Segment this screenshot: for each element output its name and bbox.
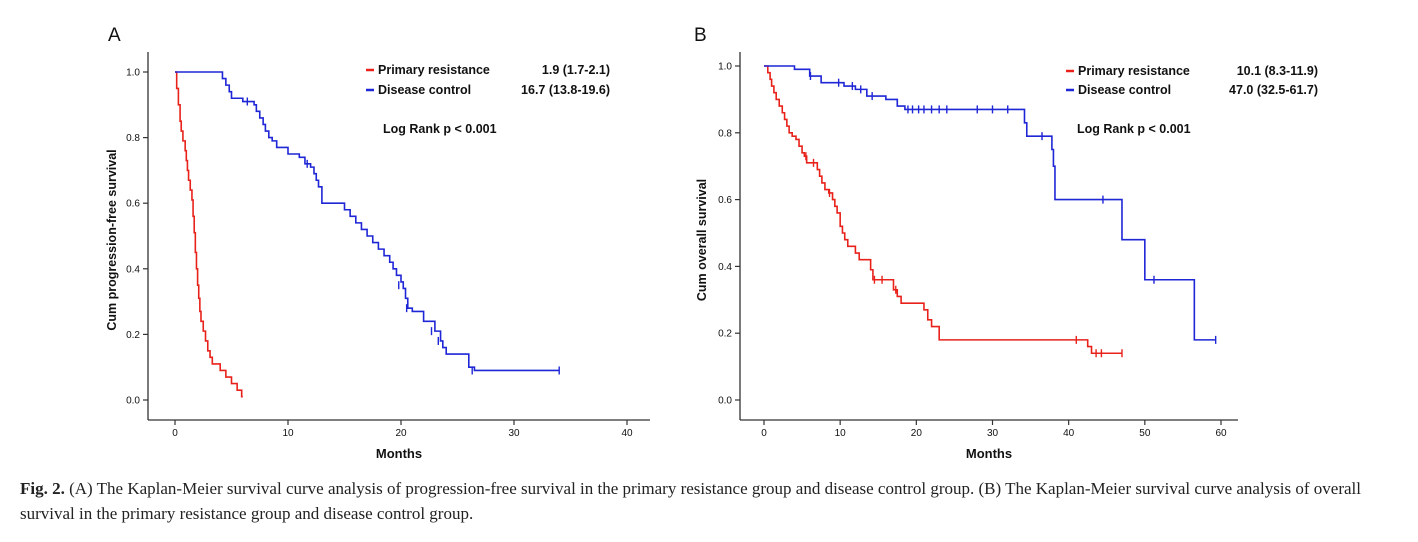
x-tick-label: 30 xyxy=(508,428,520,439)
y-tick-label: 0.4 xyxy=(718,262,732,273)
x-axis-title: Months xyxy=(376,446,422,461)
panel-label: B xyxy=(694,25,707,46)
y-tick-label: 0.2 xyxy=(126,330,140,341)
series-line-primary-resistance xyxy=(175,71,243,398)
legend-label: Primary resistance xyxy=(1078,64,1190,78)
x-tick-label: 30 xyxy=(987,428,999,439)
y-axis-title: Cum overall survival xyxy=(695,179,709,301)
caption-text: (A) The Kaplan-Meier survival curve anal… xyxy=(20,479,1362,523)
chart-panel-a: A 0.0 0.2 0.4 0.6 0.8 1.0 0 10 20 30 40 Months Cum pr… xyxy=(105,25,650,461)
y-tick-label: 0.8 xyxy=(718,128,732,139)
figure-caption: Fig. 2. (A) The Kaplan-Meier survival cu… xyxy=(20,476,1398,526)
y-tick-label: 0.0 xyxy=(126,396,140,407)
x-tick-label: 50 xyxy=(1139,428,1151,439)
log-rank-annotation: Log Rank p < 0.001 xyxy=(383,122,497,136)
y-tick-label: 0.4 xyxy=(126,264,140,275)
figure-svg: A 0.0 0.2 0.4 0.6 0.8 1.0 0 10 20 30 40 Months Cum pr… xyxy=(105,25,1318,461)
x-tick-label: 0 xyxy=(172,428,178,439)
panel-label: A xyxy=(108,25,121,46)
x-tick-label: 20 xyxy=(395,428,407,439)
legend-stat: 47.0 (32.5-61.7) xyxy=(1229,83,1318,97)
y-axis-title: Cum progression-free survival xyxy=(105,149,119,330)
legend-label: Disease control xyxy=(378,83,471,97)
x-tick-label: 20 xyxy=(911,428,923,439)
series-line-disease-control xyxy=(175,71,560,372)
x-tick-label: 10 xyxy=(835,428,847,439)
figure: A 0.0 0.2 0.4 0.6 0.8 1.0 0 10 20 30 40 Months Cum pr… xyxy=(105,25,1318,461)
x-tick-label: 40 xyxy=(621,428,633,439)
series-line-primary-resistance xyxy=(764,65,1122,355)
log-rank-annotation: Log Rank p < 0.001 xyxy=(1077,122,1191,136)
caption-label: Fig. 2. xyxy=(20,479,65,498)
x-tick-label: 0 xyxy=(761,428,767,439)
legend-label: Primary resistance xyxy=(378,63,490,77)
y-tick-label: 0.6 xyxy=(718,195,732,206)
legend-stat: 1.9 (1.7-2.1) xyxy=(542,63,610,77)
y-tick-label: 1.0 xyxy=(718,62,732,73)
series-line-disease-control xyxy=(764,65,1216,341)
y-tick-label: 0.6 xyxy=(126,199,140,210)
legend-stat: 16.7 (13.8-19.6) xyxy=(521,83,610,97)
y-tick-label: 1.0 xyxy=(126,68,140,79)
y-tick-label: 0.2 xyxy=(718,329,732,340)
legend-stat: 10.1 (8.3-11.9) xyxy=(1237,64,1318,78)
x-tick-label: 10 xyxy=(282,428,294,439)
x-tick-label: 60 xyxy=(1215,428,1227,439)
y-tick-label: 0.8 xyxy=(126,133,140,144)
x-tick-label: 40 xyxy=(1063,428,1075,439)
x-axis-title: Months xyxy=(966,446,1012,461)
chart-panel-b: B 0.0 0.2 0.4 0.6 0.8 1.0 0 10 20 30 40 50 60 Months Cu… xyxy=(694,25,1318,461)
y-tick-label: 0.0 xyxy=(718,396,732,407)
legend-label: Disease control xyxy=(1078,83,1171,97)
